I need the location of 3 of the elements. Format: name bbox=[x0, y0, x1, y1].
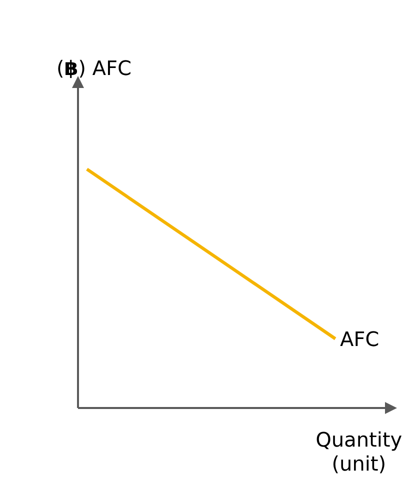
series-label: AFC bbox=[340, 331, 378, 346]
x-axis-title: Quantity (unit) bbox=[316, 431, 402, 474]
y-axis-title: (฿) AFC bbox=[58, 60, 130, 78]
